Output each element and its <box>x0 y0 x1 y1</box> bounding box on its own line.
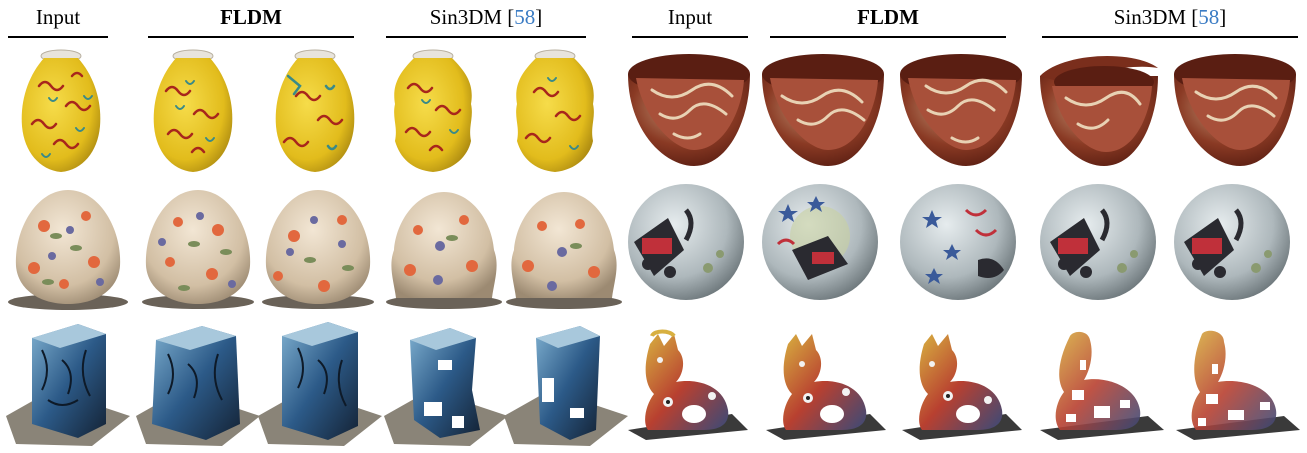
egg-fldm-1 <box>142 190 254 309</box>
cat-fldm-1 <box>766 334 886 440</box>
egg-sin3dm-2 <box>506 192 622 309</box>
sphere-sin3dm-1 <box>1040 184 1156 300</box>
bowl-fldm-1 <box>762 54 884 166</box>
header-fldm-right: FLDM <box>770 0 1006 38</box>
egg-input <box>8 190 128 310</box>
citation-link[interactable]: 58 <box>514 5 536 29</box>
header-rule <box>632 36 748 38</box>
header-rule <box>8 36 108 38</box>
egg-sin3dm-1 <box>386 192 502 309</box>
cat-sin3dm-1 <box>1040 331 1164 440</box>
block-input <box>6 324 130 446</box>
bowl-sin3dm-2 <box>1174 54 1296 166</box>
citation-link[interactable]: 58 <box>1198 5 1220 29</box>
header-sin3dm-left: Sin3DM [58] <box>386 0 586 38</box>
vase-sin3dm-2 <box>516 49 594 172</box>
vase-input <box>21 49 101 172</box>
header-label: Sin3DM [58] <box>429 5 543 29</box>
sphere-fldm-1 <box>762 184 878 300</box>
vase-fldm-2 <box>275 49 355 172</box>
block-sin3dm-1 <box>384 328 508 446</box>
header-input-right: Input <box>632 0 748 38</box>
bowl-fldm-2 <box>900 54 1022 166</box>
bowl-sin3dm-1 <box>1040 56 1158 166</box>
sphere-input <box>628 184 744 300</box>
cat-sin3dm-2 <box>1176 330 1300 440</box>
header-label: Input <box>35 5 81 29</box>
cat-input <box>628 329 748 440</box>
header-label: FLDM <box>857 5 919 29</box>
header-sin3dm-right: Sin3DM [58] <box>1042 0 1298 38</box>
cat-fldm-2 <box>902 334 1022 440</box>
sphere-sin3dm-2 <box>1174 184 1290 300</box>
block-fldm-2 <box>258 322 382 446</box>
header-label: FLDM <box>220 5 282 29</box>
header-label: Input <box>667 5 713 29</box>
header-fldm-left: FLDM <box>148 0 354 38</box>
header-rule <box>1042 36 1298 38</box>
header-rule <box>386 36 586 38</box>
vase-fldm-1 <box>153 49 233 172</box>
block-fldm-1 <box>136 326 260 446</box>
bowl-input <box>628 54 750 166</box>
vase-sin3dm-1 <box>394 49 472 172</box>
header-rule <box>148 36 354 38</box>
header-input-left: Input <box>8 0 108 38</box>
header-rule <box>770 36 1006 38</box>
sphere-fldm-2 <box>900 184 1016 300</box>
block-sin3dm-2 <box>504 326 628 446</box>
egg-fldm-2 <box>262 190 374 309</box>
header-label: Sin3DM [58] <box>1113 5 1227 29</box>
